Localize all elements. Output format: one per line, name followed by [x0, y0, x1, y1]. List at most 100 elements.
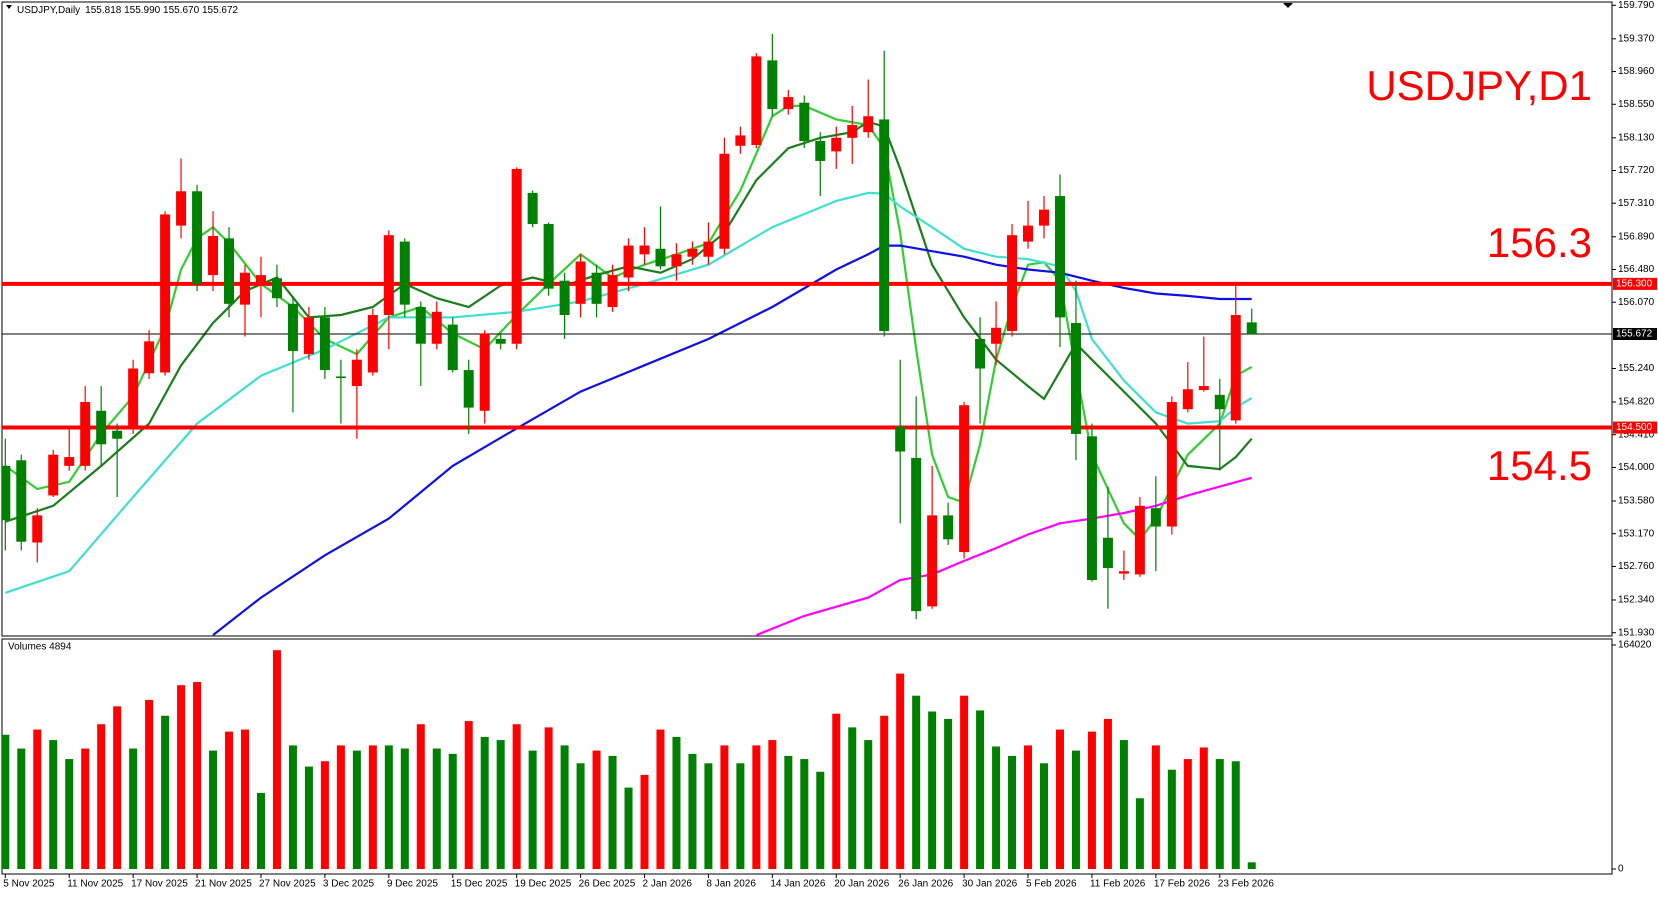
y-tick-label: 159.370 — [1618, 33, 1655, 44]
volume-bar — [33, 729, 42, 869]
volume-bar — [784, 755, 793, 869]
volume-bar — [1008, 755, 1017, 869]
volume-bar — [528, 750, 537, 869]
volume-bar — [864, 740, 873, 869]
candle-body — [623, 245, 634, 278]
candle-body — [1070, 322, 1081, 434]
candle-body — [687, 248, 698, 257]
candle-body — [112, 430, 123, 439]
volume-bar — [976, 710, 985, 869]
candle-body — [799, 102, 810, 141]
candle-body — [591, 272, 602, 304]
y-tick-label: 154.410 — [1618, 429, 1655, 440]
volume-bar — [1247, 862, 1256, 869]
volume-bar — [640, 774, 649, 869]
candle-body — [1246, 322, 1257, 335]
candle-body — [335, 376, 346, 379]
menu-icon[interactable] — [6, 5, 12, 9]
volume-bar — [992, 746, 1001, 869]
volume-bar — [688, 753, 697, 869]
candle-body — [751, 56, 762, 145]
volume-title: Volumes 4894 — [8, 642, 72, 653]
level-tag — [1613, 421, 1657, 434]
candle-body — [1102, 537, 1113, 569]
volume-bar — [1215, 759, 1224, 869]
chart-title: USDJPY,Daily — [17, 5, 80, 16]
volume-bar — [608, 755, 617, 869]
candle-body — [319, 317, 330, 371]
candle-body — [1166, 402, 1177, 527]
volume-bar — [81, 748, 90, 869]
volume-bar — [944, 718, 953, 869]
candle-body — [1118, 571, 1129, 574]
candle-body — [1214, 394, 1225, 410]
volume-bar — [97, 724, 106, 869]
y-tick-label: 153.170 — [1618, 528, 1655, 539]
volume-bar — [49, 740, 58, 869]
volume-bar — [512, 724, 521, 869]
y-tick-label: 164020 — [1618, 640, 1652, 651]
volume-bar — [17, 748, 26, 869]
candle-body — [208, 235, 219, 276]
x-tick-label: 21 Nov 2025 — [195, 879, 252, 890]
volume-bar — [193, 682, 202, 869]
candle-body — [975, 338, 986, 369]
y-tick-label: 151.930 — [1618, 627, 1655, 638]
moving-average — [4, 120, 1253, 523]
x-tick-label: 11 Feb 2026 — [1090, 879, 1146, 890]
ohlc-values: 155.818 155.990 155.670 155.672 — [85, 5, 238, 16]
volume-bar — [1, 734, 10, 869]
volume-bar — [129, 748, 138, 869]
volume-bar — [1135, 798, 1144, 869]
volume-bar — [1183, 759, 1192, 869]
candle-body — [911, 457, 922, 612]
candle-body — [1182, 389, 1193, 410]
y-tick-label: 154.820 — [1618, 397, 1655, 408]
candle-body — [559, 280, 570, 316]
volume-bar — [560, 745, 569, 869]
x-tick-label: 5 Feb 2026 — [1026, 879, 1077, 890]
candle-body — [879, 119, 890, 331]
chart-header: USDJPY,Daily 155.818 155.990 155.670 155.… — [17, 5, 239, 16]
y-tick-label: 152.760 — [1618, 561, 1655, 572]
level-annotation: 154.5 — [1487, 442, 1592, 489]
shift-marker — [1283, 3, 1293, 8]
volume-bar — [544, 727, 553, 869]
candle-body — [863, 116, 874, 133]
candle-body — [287, 303, 298, 351]
candle-body — [783, 97, 794, 110]
x-tick-label: 19 Dec 2025 — [515, 879, 572, 890]
candle-body — [1054, 196, 1065, 318]
candle-body — [176, 191, 187, 226]
candle-body — [607, 275, 618, 308]
candle-body — [1198, 386, 1209, 391]
volume-bar — [896, 673, 905, 869]
volume-bar — [1055, 729, 1064, 869]
candle-body — [767, 60, 778, 110]
moving-average — [4, 104, 1253, 541]
y-tick-label: 158.130 — [1618, 132, 1655, 143]
volume-bar — [161, 715, 170, 869]
moving-average — [755, 476, 1252, 636]
candle-body — [1023, 225, 1034, 242]
candle-body — [1134, 505, 1145, 575]
candle-body — [32, 515, 43, 543]
volume-bar — [336, 745, 345, 869]
x-tick-label: 17 Nov 2025 — [131, 879, 188, 890]
candle-body — [16, 460, 27, 542]
candle-body — [144, 341, 155, 374]
volume-bar — [752, 745, 761, 869]
candle-body — [991, 327, 1002, 344]
candle-body — [1150, 508, 1161, 527]
candle-body — [1230, 315, 1241, 421]
volume-bar — [304, 766, 313, 869]
x-tick-label: 15 Dec 2025 — [451, 879, 508, 890]
volume-bar — [816, 771, 825, 869]
volume-bar — [400, 748, 409, 869]
candle-body — [959, 405, 970, 553]
volume-bar — [496, 740, 505, 869]
level-annotation: 156.3 — [1487, 219, 1592, 266]
volume-bar — [416, 724, 425, 869]
volume-bar — [448, 753, 457, 869]
candle-body — [719, 153, 730, 249]
